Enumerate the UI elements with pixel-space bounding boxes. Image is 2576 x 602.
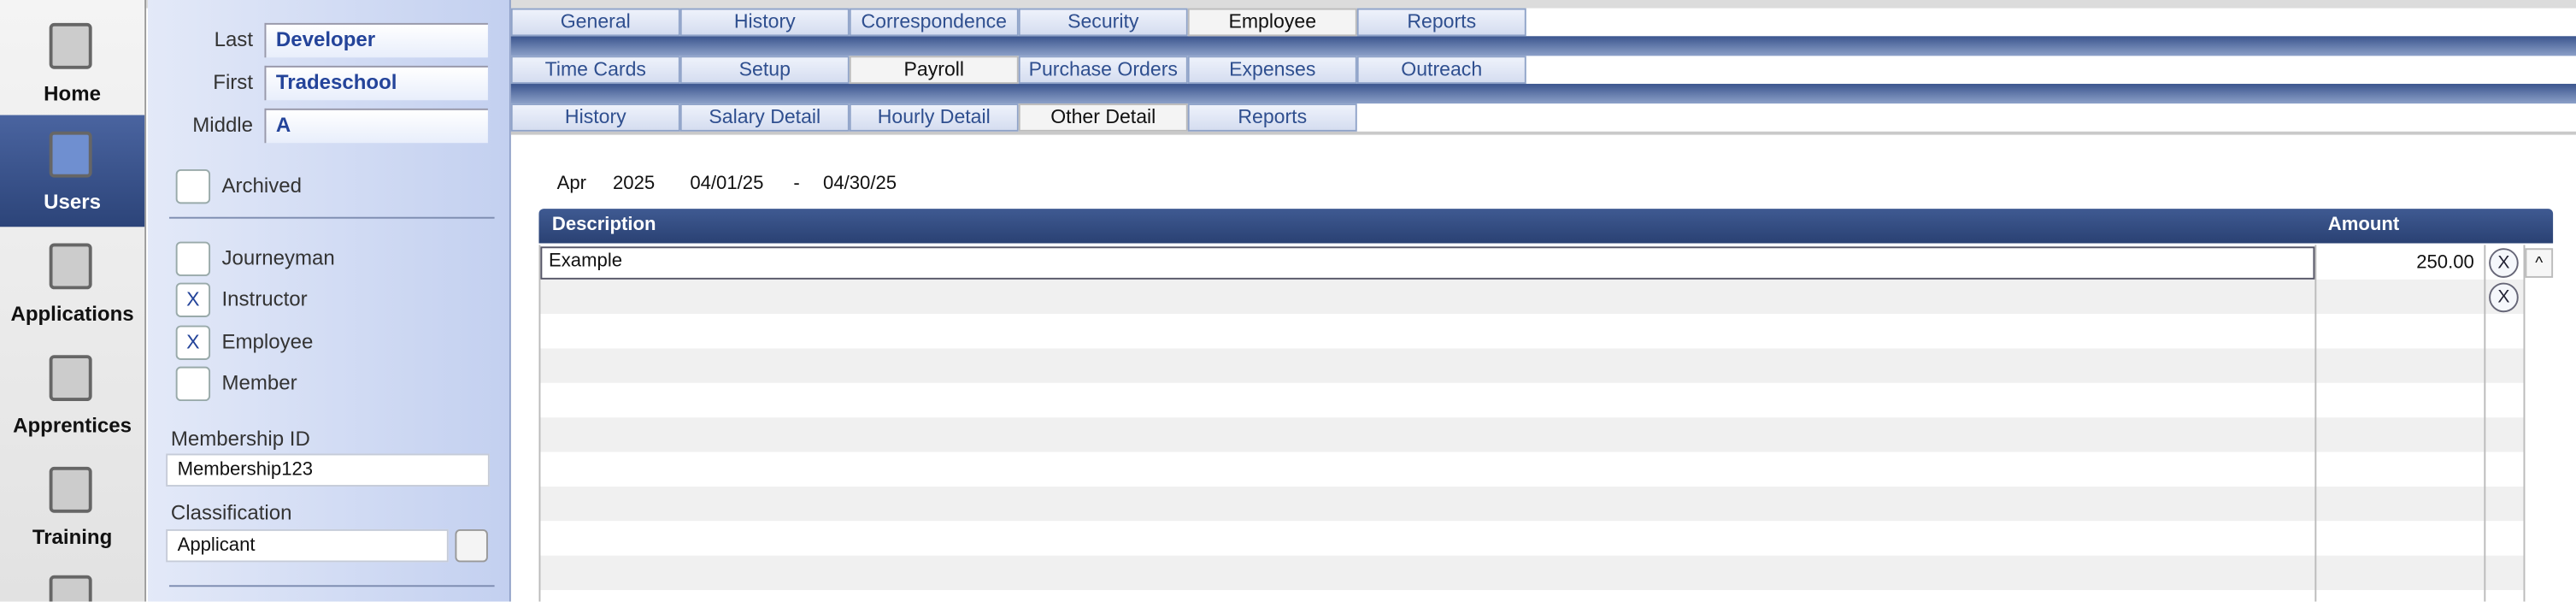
nav-label[interactable]: Apprentices — [13, 414, 132, 438]
nav-icon[interactable] — [49, 466, 92, 513]
column-line — [2484, 245, 2486, 602]
field-label: Membership ID — [170, 427, 310, 451]
tab[interactable]: Payroll — [849, 56, 1019, 85]
table-row — [538, 279, 2524, 315]
top-strip — [0, 0, 2576, 9]
tab[interactable]: Reports — [1356, 8, 1526, 37]
delete-button[interactable]: X — [2489, 282, 2519, 313]
table-row — [538, 314, 2524, 349]
table-row — [538, 417, 2524, 452]
checkbox[interactable] — [175, 168, 211, 204]
nav-icon[interactable] — [49, 243, 92, 290]
table-row — [538, 486, 2524, 522]
tab[interactable]: General — [510, 8, 680, 37]
nav-icon[interactable] — [49, 355, 92, 402]
table-row — [538, 555, 2524, 591]
period-text: Apr — [556, 174, 587, 194]
nav-icon[interactable] — [49, 131, 92, 178]
tab[interactable]: Employee — [1187, 8, 1357, 37]
tab-divider — [510, 131, 2576, 135]
nav-label[interactable]: Applications — [10, 302, 134, 326]
nav-label[interactable]: Users — [44, 190, 101, 214]
checkbox[interactable]: X — [175, 283, 211, 318]
separator — [168, 585, 495, 587]
table-row — [538, 382, 2524, 418]
field-label: Classification — [170, 501, 292, 525]
tab[interactable]: Purchase Orders — [1018, 56, 1188, 85]
nav-icon[interactable] — [49, 22, 92, 69]
tab[interactable]: Salary Detail — [679, 103, 850, 132]
field-value[interactable]: A — [264, 108, 488, 144]
checkbox[interactable] — [175, 241, 211, 276]
tab[interactable]: Hourly Detail — [849, 103, 1019, 132]
description-input[interactable]: Example — [540, 246, 2315, 280]
field-label: First — [213, 70, 254, 94]
column-line — [2523, 245, 2526, 602]
field-label: Middle — [192, 113, 254, 137]
column-header: Description — [551, 215, 656, 235]
checkbox-label: Employee — [221, 329, 314, 353]
tab[interactable]: Outreach — [1356, 56, 1526, 85]
nav-label[interactable]: Training — [32, 526, 113, 550]
column-line — [538, 245, 541, 602]
checkbox[interactable] — [175, 366, 211, 401]
tab[interactable]: Security — [1018, 8, 1188, 37]
checkbox-label: Member — [221, 371, 297, 395]
period-text: - — [793, 174, 800, 194]
period-text: 2025 — [612, 174, 656, 194]
amount: 250.00 — [2416, 253, 2474, 274]
edit-button[interactable] — [455, 528, 488, 563]
tab[interactable]: Expenses — [1187, 56, 1357, 85]
text-input[interactable]: Membership123 — [166, 453, 490, 487]
column-line — [2314, 245, 2317, 602]
tab[interactable]: History — [679, 8, 850, 37]
period-text: 04/30/25 — [823, 174, 897, 194]
table-row — [538, 348, 2524, 383]
scroll-up-button[interactable]: ^ — [2525, 248, 2554, 278]
tab-divider — [510, 84, 2576, 104]
tab-divider — [510, 36, 2576, 56]
tab[interactable]: Setup — [679, 56, 850, 85]
period-text: 04/01/25 — [690, 174, 764, 194]
column-header: Amount — [2327, 215, 2400, 235]
table-row — [538, 590, 2524, 602]
separator — [168, 216, 495, 219]
checkbox-label: Instructor — [221, 287, 308, 311]
field-value[interactable]: Developer — [264, 22, 488, 58]
field-value[interactable]: Tradeschool — [264, 65, 488, 101]
text-input[interactable]: Applicant — [166, 528, 449, 563]
tab[interactable]: Reports — [1187, 103, 1357, 132]
tab[interactable]: Correspondence — [849, 8, 1019, 37]
checkbox-label: Archived — [221, 174, 302, 198]
tab[interactable]: Other Detail — [1018, 103, 1188, 132]
checkbox[interactable]: X — [175, 324, 211, 360]
delete-button[interactable]: X — [2489, 248, 2519, 278]
table-row — [538, 452, 2524, 487]
tab[interactable]: History — [510, 103, 680, 132]
checkbox-label: Journeyman — [221, 246, 335, 270]
field-label: Last — [214, 27, 254, 51]
table-header — [538, 209, 2554, 244]
table-row — [538, 521, 2524, 556]
nav-label[interactable]: Home — [44, 82, 101, 106]
tab[interactable]: Time Cards — [510, 56, 680, 85]
nav-icon[interactable] — [49, 575, 92, 602]
